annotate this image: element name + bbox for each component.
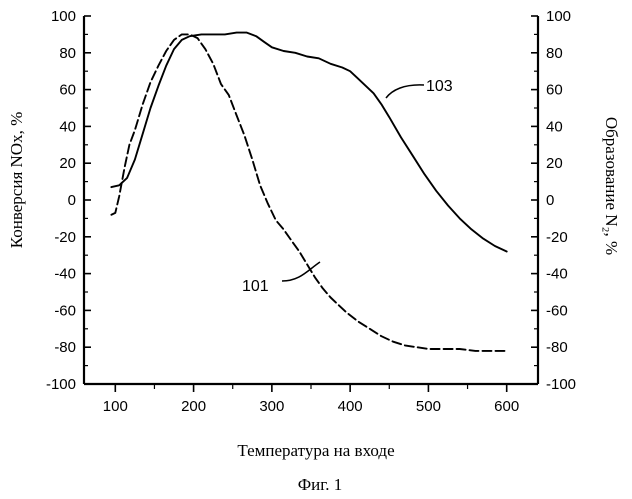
y-tick-label: -20 (54, 229, 76, 246)
y-tick-label: 60 (59, 82, 76, 99)
y2-tick-label: -60 (546, 302, 568, 319)
y-tick-label: 20 (59, 155, 76, 172)
y-tick-label: 40 (59, 118, 76, 135)
leader-103 (386, 85, 424, 98)
y2-tick-label: -80 (546, 339, 568, 356)
series-label-101: 101 (242, 278, 269, 295)
y-tick-label: -80 (54, 339, 76, 356)
y2-tick-label: 100 (546, 8, 571, 25)
y2-tick-label: -20 (546, 229, 568, 246)
axes: -100 -80 -60 -40 -20 0 20 40 60 80 100 -100 -80 -60 -4… (46, 8, 576, 415)
y2-tick-label: -100 (546, 376, 576, 393)
y2-axis-title: Образование N₂, % (602, 117, 621, 255)
x-axis-title: Температура на входе (237, 441, 394, 460)
series-line-103 (111, 33, 506, 252)
y-tick-label: 0 (68, 192, 76, 209)
y-tick-label: -60 (54, 302, 76, 319)
figure-caption: Фиг. 1 (298, 475, 343, 494)
x-tick-label: 200 (181, 398, 206, 415)
y2-tick-label: 60 (546, 82, 563, 99)
y-tick-label: -100 (46, 376, 76, 393)
x-tick-label: 500 (416, 398, 441, 415)
x-tick-label: 400 (338, 398, 363, 415)
y2-tick-label: 0 (546, 192, 554, 209)
leader-101 (282, 262, 320, 281)
y-tick-label: 100 (51, 8, 76, 25)
x-tick-label: 600 (494, 398, 519, 415)
x-tick-label: 100 (103, 398, 128, 415)
y2-tick-label: 40 (546, 118, 563, 135)
y2-tick-label: 80 (546, 45, 563, 62)
y-axis-title: Конверсия NOx, % (7, 112, 26, 249)
y2-tick-label: -40 (546, 266, 568, 283)
y-tick-label: 80 (59, 45, 76, 62)
series-labels: 101 103 (242, 78, 453, 295)
x-tick-label: 300 (259, 398, 284, 415)
y-tick-label: -40 (54, 266, 76, 283)
series-label-103: 103 (426, 78, 453, 95)
y2-tick-label: 20 (546, 155, 563, 172)
